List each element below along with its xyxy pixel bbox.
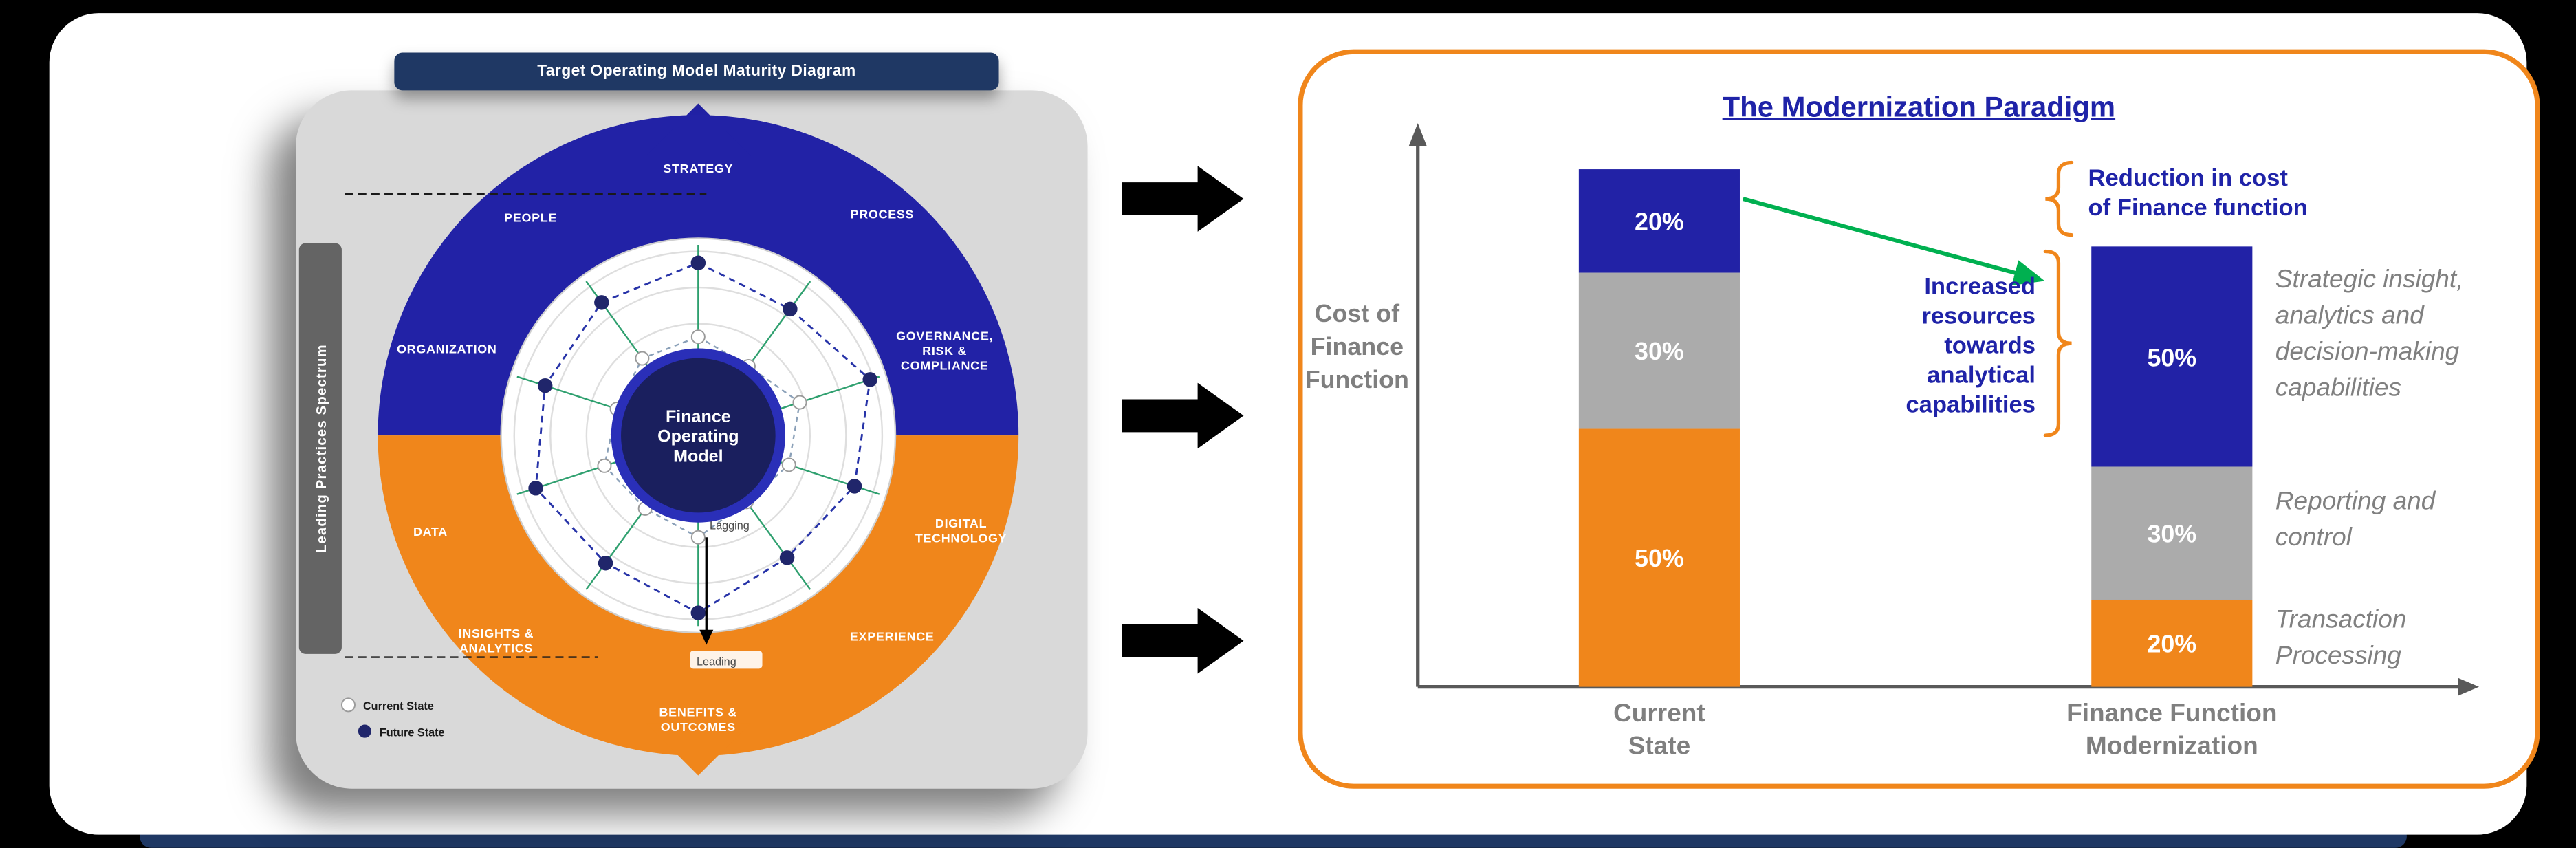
ring-label-digital-2: TECHNOLOGY xyxy=(915,531,1007,545)
current-state-dot-icon xyxy=(340,697,356,713)
increase-line5: capabilities xyxy=(1906,392,2035,418)
state-legend: Current State Future State xyxy=(340,697,445,739)
ring-label-strategy: STRATEGY xyxy=(663,162,733,175)
bar-current-blue-segment xyxy=(1578,169,1740,273)
increase-line1: Increased xyxy=(1924,274,2035,300)
bar-current-orange-value: 50% xyxy=(1635,545,1684,572)
segment-description-strategic: Strategic insight, analytics and decisio… xyxy=(2275,264,2464,402)
ylabel-line3: Function xyxy=(1305,366,1409,393)
ring-label-insights-1: INSIGHTS & xyxy=(459,627,534,640)
ring-label-experience: EXPERIENCE xyxy=(850,630,935,644)
diagram-title-badge: Target Operating Model Maturity Diagram xyxy=(394,52,999,91)
ring-label-process: PROCESS xyxy=(851,208,915,221)
bar-current-gray-value: 30% xyxy=(1635,338,1684,365)
increase-line3: towards xyxy=(1944,333,2035,359)
reporting-line1: Reporting and xyxy=(2275,486,2436,515)
modernization-chart: Cost of Finance Function 20% 30% 50% xyxy=(1305,123,2480,760)
current-state-label-line2: State xyxy=(1628,731,1691,760)
center-label-line2: Operating xyxy=(657,427,739,446)
spectrum-label: Leading Practices Spectrum xyxy=(314,344,329,553)
increase-line2: resources xyxy=(1921,303,2035,329)
legend-current-label: Current State xyxy=(363,700,434,713)
modernization-panel: The Modernization Paradigm Cost xyxy=(1298,49,2540,789)
maturity-diagram-panel: Lagging Leading Finance Operating Model … xyxy=(296,90,1088,789)
ring-label-grc-1: GOVERNANCE, xyxy=(896,329,993,343)
reduction-text-line1: Reduction in cost xyxy=(2088,165,2288,191)
future-state-dot-icon xyxy=(358,724,371,738)
increase-text: Increased resources towards analytical c… xyxy=(1906,274,2035,418)
reporting-line2: control xyxy=(2275,522,2353,551)
bar-modern-blue-segment xyxy=(2091,246,2253,467)
bar-modern-gray-segment xyxy=(2091,466,2253,600)
increase-brace xyxy=(2043,249,2072,437)
x-axis-labels: Current State Finance Function Moderniza… xyxy=(1613,698,2277,760)
y-axis-label: Cost of Finance Function xyxy=(1305,300,1409,393)
future-state-dots xyxy=(528,255,877,620)
ring-label-data: DATA xyxy=(413,525,448,539)
ring-label-insights-2: ANALYTICS xyxy=(459,641,533,655)
ring-bottom-orange-half xyxy=(378,435,1019,756)
maturity-diagram: Lagging Leading Finance Operating Model … xyxy=(298,103,1019,776)
slide: Target Operating Model Maturity Diagram xyxy=(49,13,2540,835)
shift-arrow xyxy=(1742,197,2045,286)
center-node: Finance Operating Model xyxy=(611,348,785,523)
bar-current-orange-segment xyxy=(1578,428,1740,687)
bar-current-state: 20% 30% 50% xyxy=(1578,169,1740,687)
bar-modern-blue-value: 50% xyxy=(2147,345,2196,372)
ring-label-grc-2: RISK & xyxy=(922,344,967,358)
ring-label-organization: ORGANIZATION xyxy=(397,343,497,356)
legend-future-label: Future State xyxy=(380,726,445,739)
ring-label-digital-1: DIGITAL xyxy=(935,517,987,530)
bar-modern-gray-value: 30% xyxy=(2147,520,2196,547)
ring-top-blue-half xyxy=(378,115,1019,436)
maturity-ring xyxy=(378,103,1019,776)
connector-arrow-1 xyxy=(1122,166,1244,232)
lagging-label: Lagging xyxy=(710,519,750,532)
ring-label-benefits-2: OUTCOMES xyxy=(661,720,736,734)
chart-title: The Modernization Paradigm xyxy=(1722,90,2116,124)
y-axis-arrowhead xyxy=(1408,123,1427,146)
x-axis-arrowhead xyxy=(2457,677,2480,696)
current-state-label-line1: Current xyxy=(1613,698,1705,727)
segment-description-reporting: Reporting and control xyxy=(2275,486,2436,552)
reduction-brace xyxy=(2045,160,2074,237)
leading-label-bg xyxy=(690,651,763,669)
strategic-line3: decision-making xyxy=(2275,336,2460,365)
leading-label: Leading xyxy=(697,656,736,668)
increase-line4: analytical xyxy=(1927,362,2035,389)
ylabel-line1: Cost of xyxy=(1315,300,1399,327)
ring-bottom-chevron xyxy=(645,723,751,776)
reduction-text-line2: of Finance function xyxy=(2088,195,2307,221)
ylabel-line2: Finance xyxy=(1311,333,1404,360)
connector-arrow-2 xyxy=(1122,382,1244,449)
ring-label-grc-3: COMPLIANCE xyxy=(901,359,989,373)
ring-label-people: PEOPLE xyxy=(504,211,557,225)
bar-current-gray-segment xyxy=(1578,272,1740,429)
transaction-line1: Transaction xyxy=(2275,605,2407,633)
segment-description-transaction: Transaction Processing xyxy=(2275,605,2407,670)
modernization-label-line1: Finance Function xyxy=(2066,698,2277,727)
ring-top-chevron xyxy=(645,103,751,156)
strategic-line1: Strategic insight, xyxy=(2275,264,2464,293)
modernization-label-line2: Modernization xyxy=(2086,731,2258,760)
bar-current-blue-value: 20% xyxy=(1635,208,1684,235)
ring-labels: STRATEGY PEOPLE PROCESS ORGANIZATION GOV… xyxy=(397,162,1007,734)
center-label-line3: Model xyxy=(673,446,723,466)
bar-modernization: 50% 30% 20% xyxy=(2091,246,2253,687)
transaction-line2: Processing xyxy=(2275,640,2402,669)
strategic-line4: capabilities xyxy=(2275,373,2401,402)
strategic-line2: analytics and xyxy=(2275,301,2425,329)
bar-modern-orange-segment xyxy=(2091,599,2253,687)
ring-label-benefits-1: BENEFITS & xyxy=(659,706,738,719)
center-label-line1: Finance xyxy=(666,407,731,426)
leading-practices-spectrum-bar: Leading Practices Spectrum xyxy=(298,243,342,654)
connector-arrow-3 xyxy=(1122,607,1244,674)
bar-modern-orange-value: 20% xyxy=(2147,630,2196,657)
